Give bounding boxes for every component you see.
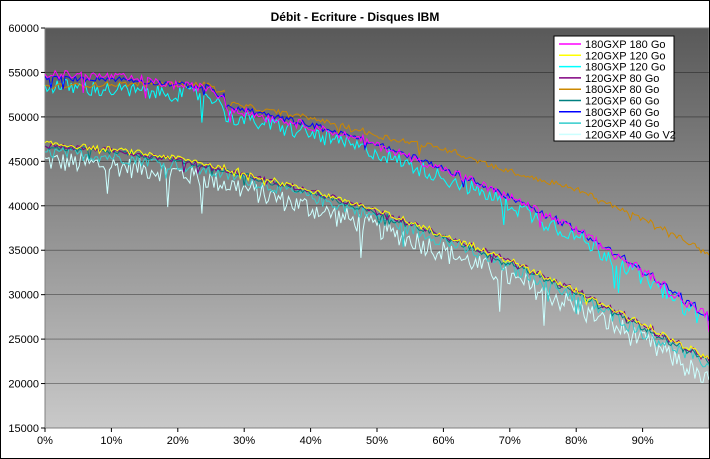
y-tick-label: 45000: [8, 156, 39, 168]
legend-label: 180GXP 80 Go: [585, 84, 659, 96]
x-tick-label: 50%: [366, 435, 388, 447]
x-tick-label: 0%: [37, 435, 53, 447]
legend-label: 120GXP 60 Go: [585, 96, 659, 108]
chart-title: Débit - Ecriture - Disques IBM: [271, 10, 440, 24]
legend-label: 180GXP 180 Go: [585, 39, 666, 51]
y-tick-label: 35000: [8, 245, 39, 257]
y-tick-label: 25000: [8, 334, 39, 346]
x-tick-label: 30%: [233, 435, 255, 447]
y-tick-label: 20000: [8, 379, 39, 391]
series-line-7: [44, 146, 709, 368]
series-line-6: [44, 74, 709, 322]
x-tick-label: 90%: [632, 435, 654, 447]
legend-label: 180GXP 60 Go: [585, 107, 659, 119]
series-line-8: [44, 151, 709, 383]
y-tick-label: 50000: [8, 112, 39, 124]
y-tick-label: 15000: [8, 423, 39, 435]
x-tick-label: 60%: [432, 435, 454, 447]
series-line-1: [44, 140, 709, 360]
x-tick-label: 40%: [300, 435, 322, 447]
legend-label: 120GXP 40 Go V2: [585, 129, 676, 141]
axes: 15000 20000 25000 30000 35000 40000 45000 50000…: [8, 23, 653, 447]
legend-label: 180GXP 120 Go: [585, 62, 666, 74]
x-tick-label: 20%: [167, 435, 189, 447]
y-tick-label: 40000: [8, 201, 39, 213]
legend-label: 120GXP 80 Go: [585, 73, 659, 85]
gridlines: [45, 72, 709, 384]
legend-label: 120GXP 40 Go: [585, 118, 659, 130]
x-tick-label: 10%: [100, 435, 122, 447]
x-tick-label: 80%: [565, 435, 587, 447]
legend-label: 120GXP 120 Go: [585, 50, 666, 62]
y-tick-label: 55000: [8, 67, 39, 79]
series-layer: [44, 69, 709, 383]
y-tick-label: 60000: [8, 23, 39, 35]
series-line-0: [44, 69, 709, 332]
x-tick-label: 70%: [499, 435, 521, 447]
y-tick-label: 30000: [8, 290, 39, 302]
